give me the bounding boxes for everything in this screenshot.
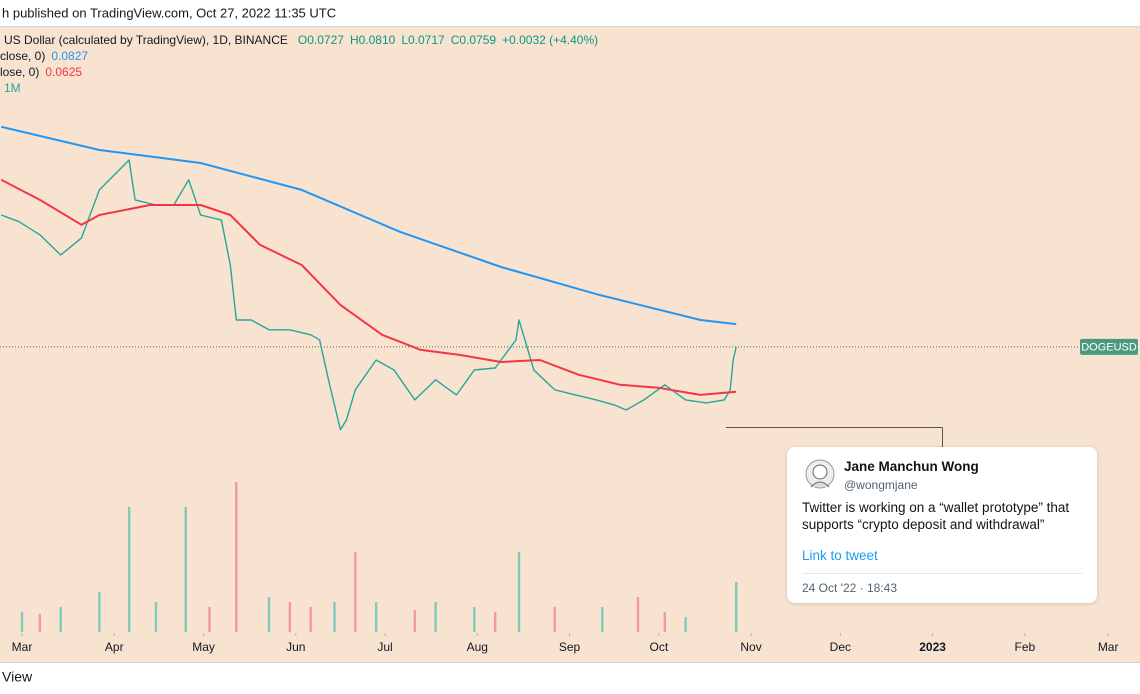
footer-text: View: [2, 669, 33, 685]
x-tick-label: Apr: [105, 640, 124, 654]
legend-ohlc: C0.0759: [451, 33, 497, 47]
legend-entry: lose, 0): [0, 65, 39, 79]
volume-bar: [154, 602, 158, 632]
x-tick-label: 2023: [919, 640, 946, 654]
x-tick-label: Dec: [830, 640, 851, 654]
legend-ohlc: +0.0032 (+4.40%): [502, 33, 598, 47]
x-tick-label: Feb: [1014, 640, 1035, 654]
legend-entry: close, 0): [0, 49, 45, 63]
x-tick-label: Jul: [377, 640, 392, 654]
volume-bar: [663, 612, 666, 632]
volume-bar: [684, 617, 687, 632]
x-tick-label: Oct: [649, 640, 668, 654]
tweet-card: Jane Manchun Wong @wongmjane Twitter is …: [787, 447, 1097, 603]
tweet-time: 24 Oct '22 · 18:43: [802, 581, 898, 595]
tweet-text: Twitter is working on a “wallet prototyp…: [802, 500, 1070, 515]
volume-bar: [517, 552, 521, 632]
volume-bar: [374, 602, 378, 632]
x-tick-label: Mar: [1098, 640, 1119, 654]
legend-value: 0.0625: [45, 65, 82, 79]
x-tick-label: Nov: [740, 640, 761, 654]
legend: US Dollar (calculated by TradingView), 1…: [0, 33, 598, 95]
avatar: [805, 459, 835, 489]
legend-value: 0.0827: [51, 49, 88, 63]
volume-bar: [601, 607, 604, 632]
volume-legend: 1M: [4, 81, 21, 95]
volume-bar: [38, 614, 42, 632]
tweet-name: Jane Manchun Wong: [844, 459, 979, 474]
volume-bar: [98, 592, 101, 632]
moving-average: [0, 178, 737, 396]
volume-bar: [309, 607, 312, 632]
volume-bar: [493, 612, 497, 632]
volume-bar: [434, 602, 437, 632]
legend-title: US Dollar (calculated by TradingView), 1…: [4, 33, 288, 47]
volume-bar: [636, 597, 640, 632]
volume-bar: [184, 507, 187, 632]
x-tick-label: Sep: [559, 640, 581, 654]
price-tag-box: [1080, 338, 1138, 355]
legend-ohlc: H0.0810: [350, 33, 396, 47]
volume-bar: [20, 612, 24, 632]
legend-ohlc: O0.0727: [298, 33, 344, 47]
volume-bar: [127, 507, 131, 632]
volume-bar: [59, 607, 62, 632]
x-tick-label: May: [192, 640, 215, 654]
volume-bar: [473, 607, 476, 632]
volume-bar: [553, 607, 556, 632]
volume-bar: [333, 602, 336, 632]
moving-average: [0, 125, 737, 326]
volume-bar: [354, 552, 357, 632]
volume-bar: [734, 582, 738, 632]
x-tick-label: Mar: [12, 640, 33, 654]
header-text: h published on TradingView.com, Oct 27, …: [2, 5, 336, 20]
volume-bar: [413, 610, 417, 632]
volume-bar: [288, 602, 292, 632]
tweet-text: supports “crypto deposit and withdrawal”: [802, 517, 1045, 532]
x-tick-label: Aug: [467, 640, 488, 654]
volume-bar: [267, 597, 271, 632]
legend-ohlc: L0.0717: [401, 33, 445, 47]
x-tick-label: Jun: [286, 640, 305, 654]
tweet-handle: @wongmjane: [844, 478, 918, 492]
tweet-link[interactable]: Link to tweet: [802, 548, 878, 563]
volume-bar: [208, 607, 211, 632]
price-tag: DOGEUSD: [1081, 341, 1137, 353]
volume-bar: [235, 482, 238, 632]
